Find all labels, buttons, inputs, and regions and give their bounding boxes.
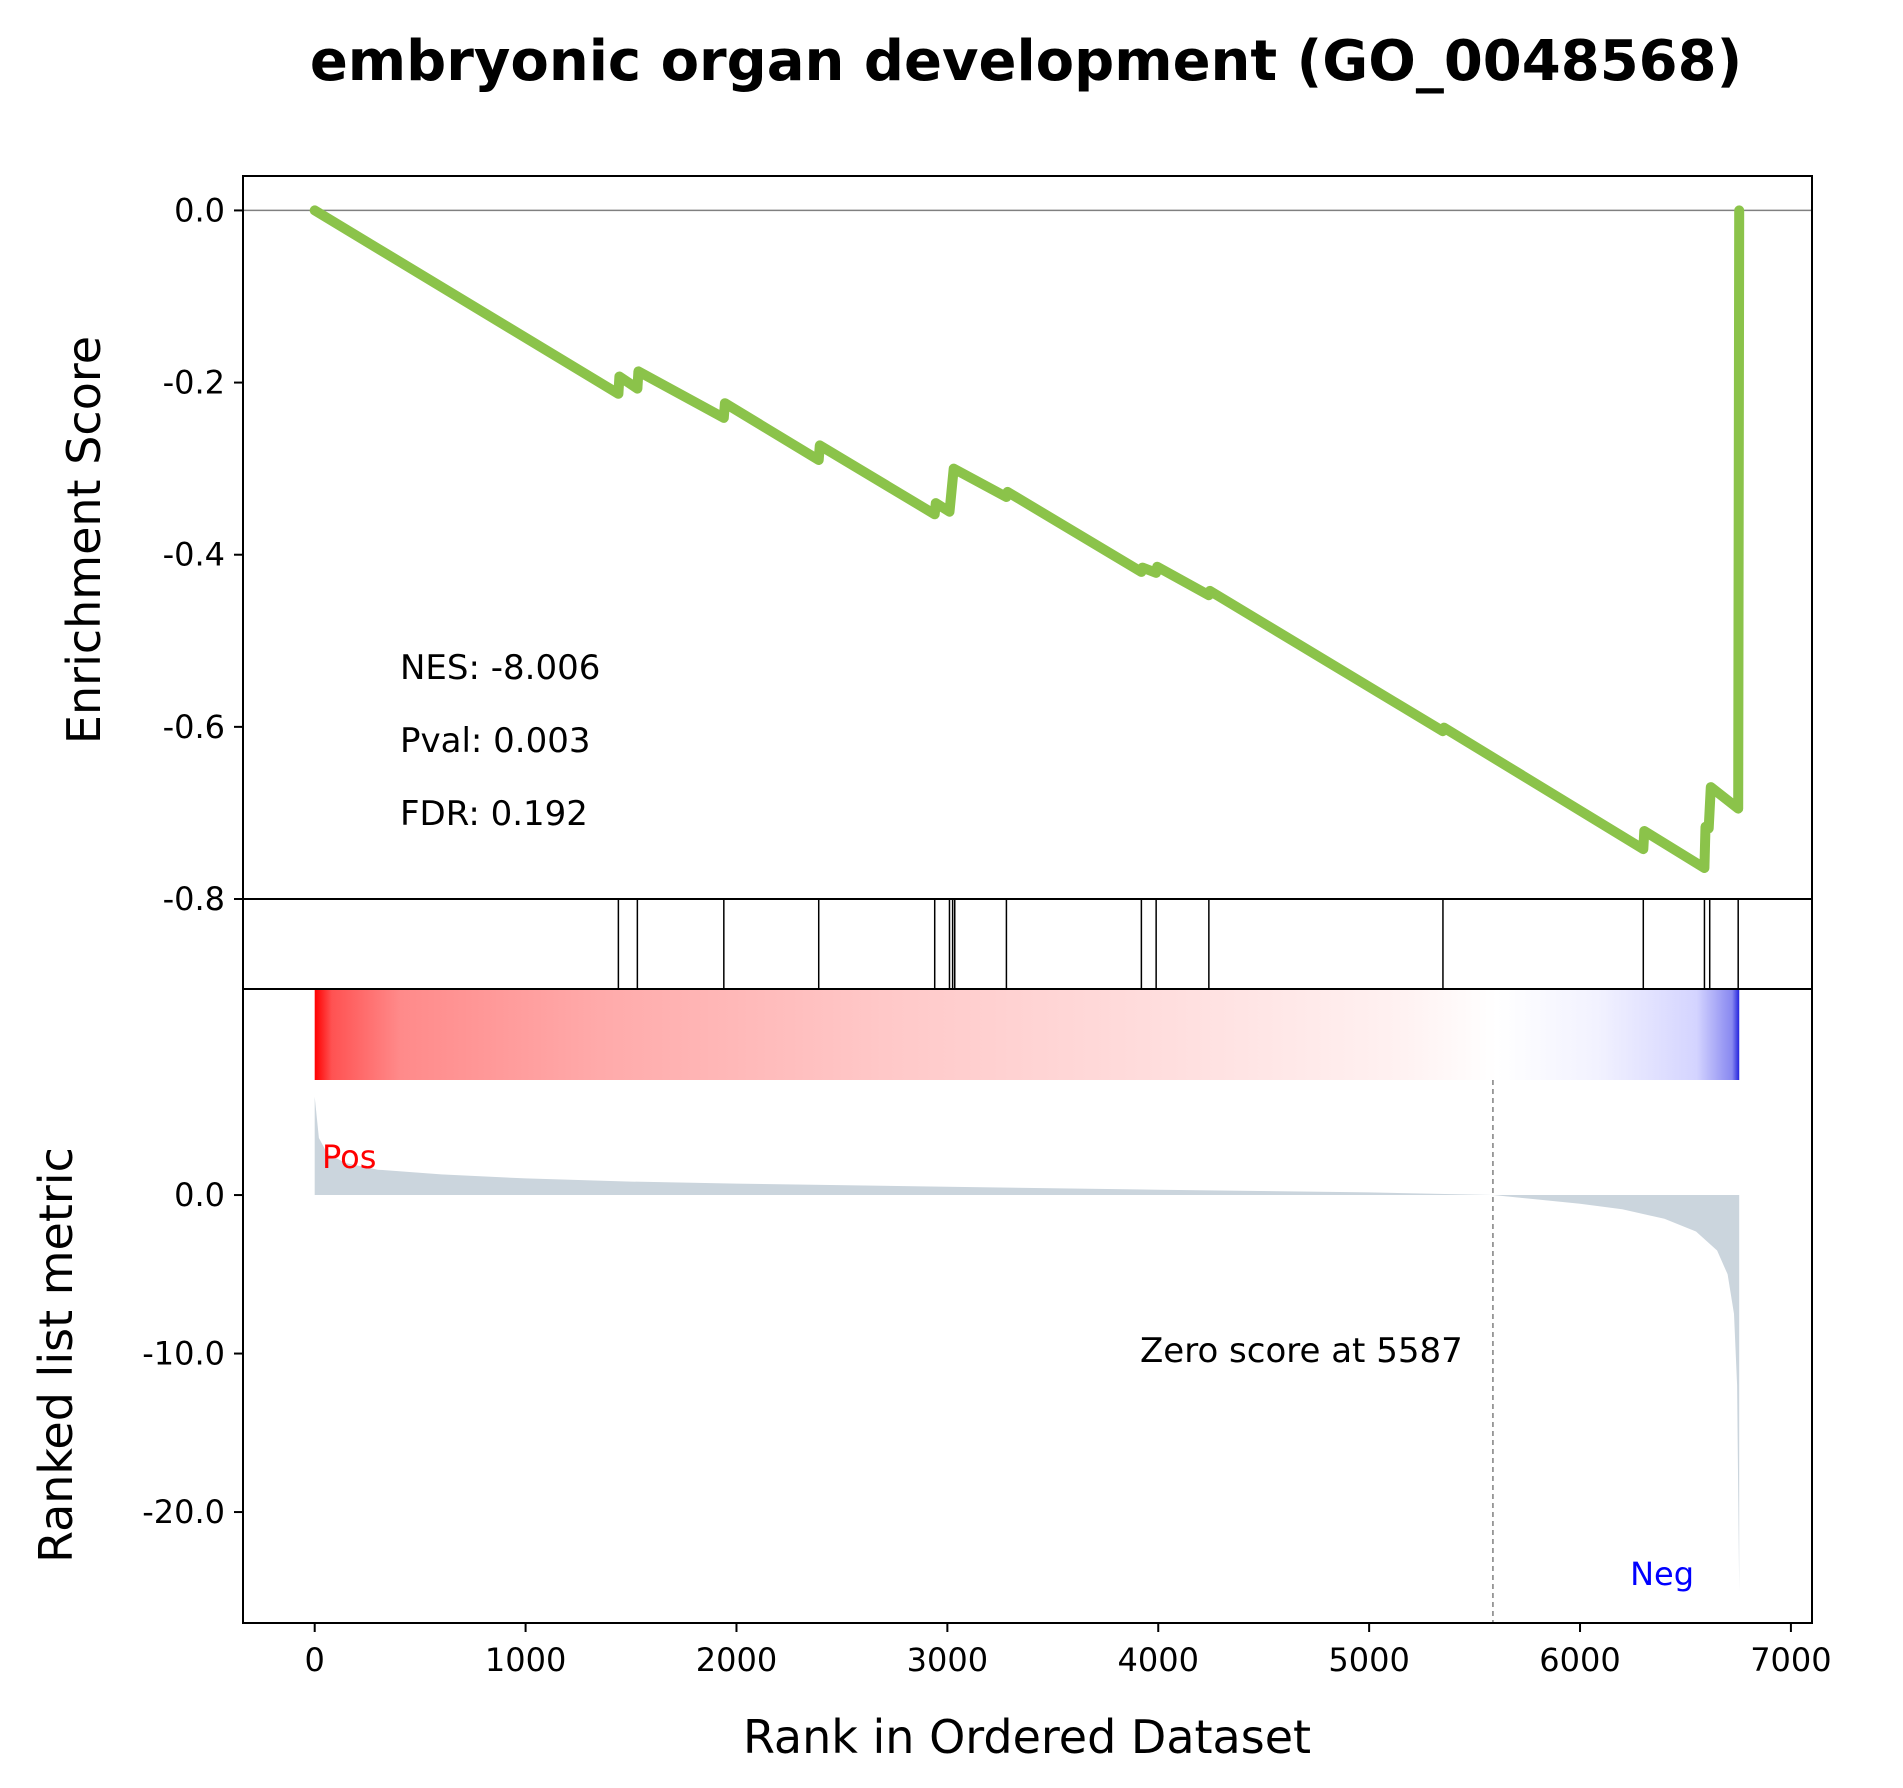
fdr-annotation: FDR: 0.192 [400, 794, 588, 834]
chart-title: embryonic organ development (GO_0048568) [310, 29, 1742, 94]
rank-y-tick-label: -20.0 [142, 1493, 225, 1531]
x-axis-label: Rank in Ordered Dataset [743, 1710, 1311, 1764]
es-y-tick-label: -0.2 [163, 364, 225, 402]
rank-y-ticks: 0.0 -10.0 -20.0 [142, 1176, 243, 1531]
pval-annotation: Pval: 0.003 [400, 721, 591, 761]
x-tick-label: 6000 [1539, 1641, 1620, 1679]
x-tick-label: 1000 [485, 1641, 566, 1679]
enrichment-panel: 0.0 -0.2 -0.4 -0.6 -0.8 NES: -8.006 Pval: 0.… [57, 175, 1813, 918]
x-ticks: 0 1000 2000 3000 4000 5000 6000 7000 [305, 1623, 1832, 1679]
rank-panel-frame [242, 988, 1813, 1624]
es-y-tick-label: 0.0 [174, 191, 225, 229]
rank-color-bar [314, 989, 1740, 1080]
ranked-metric-area [314, 1096, 1740, 1592]
enrichment-score-line [309, 205, 1745, 873]
x-tick-label: 2000 [696, 1641, 777, 1679]
rank-y-tick-label: -10.0 [142, 1335, 225, 1373]
x-tick-label: 3000 [907, 1641, 988, 1679]
es-y-tick-label: -0.4 [163, 536, 225, 574]
zero-score-label: Zero score at 5587 [1140, 1331, 1463, 1371]
es-y-ticks: 0.0 -0.2 -0.4 -0.6 -0.8 [163, 191, 243, 918]
es-y-axis-label: Enrichment Score [57, 336, 111, 744]
pos-label: Pos [322, 1138, 376, 1176]
hits-panel [242, 898, 1813, 990]
x-tick-label: 0 [305, 1641, 325, 1679]
es-y-tick-label: -0.8 [163, 880, 225, 918]
rank-y-tick-label: 0.0 [174, 1176, 225, 1214]
hit-lines [617, 899, 1739, 989]
x-tick-label: 5000 [1328, 1641, 1409, 1679]
neg-label: Neg [1630, 1555, 1694, 1593]
x-tick-label: 4000 [1118, 1641, 1199, 1679]
es-y-tick-label: -0.6 [163, 708, 225, 746]
rank-y-axis-label: Ranked list metric [29, 1147, 83, 1563]
hits-panel-frame [242, 898, 1813, 990]
nes-annotation: NES: -8.006 [400, 648, 600, 688]
es-panel-frame [242, 175, 1813, 900]
x-tick-label: 7000 [1750, 1641, 1831, 1679]
ranked-metric-panel: Zero score at 5587 Pos Neg 0.0 -10.0 -20.0… [29, 988, 1832, 1764]
